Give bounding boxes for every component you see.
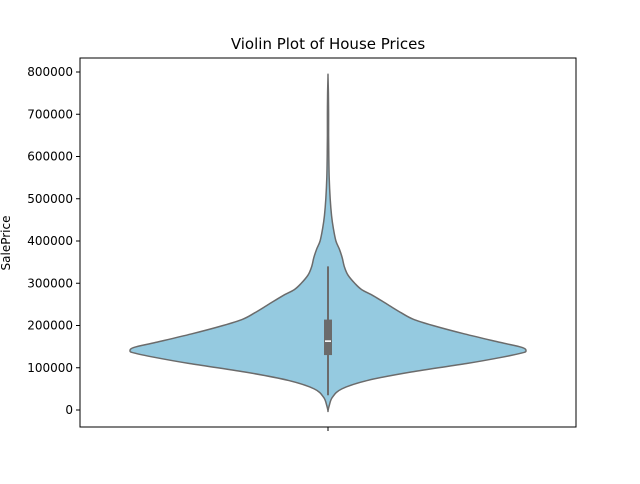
y-tick-label: 0 bbox=[65, 403, 73, 417]
violin-body bbox=[129, 73, 527, 413]
violin-iqr-box bbox=[324, 319, 332, 356]
y-tick-label: 100000 bbox=[27, 361, 73, 375]
y-tick-label: 300000 bbox=[27, 276, 73, 290]
y-tick-label: 200000 bbox=[27, 319, 73, 333]
y-tick-label: 700000 bbox=[27, 107, 73, 121]
y-tick-label: 500000 bbox=[27, 192, 73, 206]
y-tick-label: 800000 bbox=[27, 65, 73, 79]
y-tick-label: 400000 bbox=[27, 234, 73, 248]
chart-title: Violin Plot of House Prices bbox=[231, 35, 426, 53]
plot-area: 0 100000 200000 300000 400000 500000 600000 700… bbox=[27, 57, 577, 431]
y-axis-label: SalePrice bbox=[0, 216, 13, 271]
y-tick-label: 600000 bbox=[27, 150, 73, 164]
